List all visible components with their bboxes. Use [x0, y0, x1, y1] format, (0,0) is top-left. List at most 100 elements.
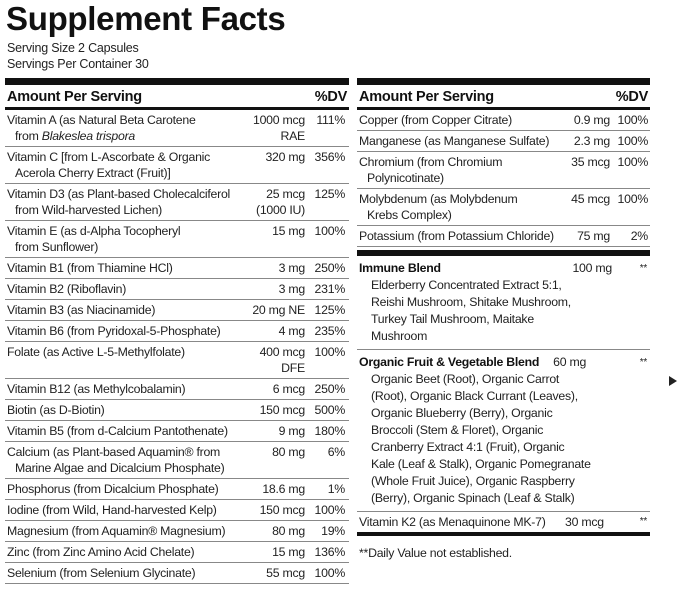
amount-line: 80 mg: [272, 524, 305, 538]
name-line: Vitamin B2 (Riboflavin): [7, 282, 127, 296]
nutrient-row: Vitamin D3 (as Plant-based Cholecalcifer…: [5, 184, 349, 221]
blend: Organic Fruit & Vegetable Blend 60 mg ** Or…: [357, 350, 650, 512]
nutrient-row: Vitamin C [from L-Ascorbate & Organic Ace…: [5, 147, 349, 184]
name-line: Vitamin B6 (from Pyridoxal-5-Phosphate): [7, 324, 221, 338]
right-column: Amount Per Serving %DV Copper (from Copper…: [357, 78, 650, 570]
nutrient-name: Copper (from Copper Citrate): [357, 112, 545, 128]
nutrient-name: Molybdenum (as Molybdenum Krebs Complex): [357, 191, 545, 223]
amount-line: RAE: [280, 129, 305, 143]
daily-value: 125%: [314, 187, 346, 201]
amount: 45 mcg: [545, 191, 610, 223]
name-line: Zinc (from Zinc Amino Acid Chelate): [7, 545, 195, 559]
daily-value: 2%: [630, 229, 649, 243]
nutrient-name: Vitamin B12 (as Methylcobalamin): [5, 381, 235, 397]
name-line: Manganese (as Manganese Sulfate): [359, 134, 550, 148]
name-line: Vitamin B12 (as Methylcobalamin): [7, 382, 186, 396]
blend-name: Organic Fruit & Vegetable Blend: [359, 355, 540, 369]
name-line: from Sunflower): [15, 240, 99, 254]
name-line: Chromium (from Chromium: [359, 155, 503, 169]
amount-line: 9 mg: [278, 424, 306, 438]
nutrient-row: Vitamin B6 (from Pyridoxal-5-Phosphate) 4…: [5, 321, 349, 342]
daily-value: 6%: [327, 445, 346, 459]
amount: 150 mcg: [235, 402, 306, 418]
daily-value: 100%: [314, 566, 346, 580]
blend-name: Immune Blend: [359, 261, 441, 275]
nutrient-name: Vitamin K2 (as Menaquinone MK-7): [359, 515, 546, 529]
amount: 15 mg: [235, 223, 305, 255]
nutrient-row: Folate (as Active L-5-Methylfolate) 400 m…: [5, 342, 349, 379]
header-dv: %DV: [314, 89, 348, 105]
amount: 80 mg: [235, 444, 305, 476]
amount: 18.6 mg: [235, 481, 305, 497]
arrow: [669, 376, 677, 386]
ingredient-line: (Whole Fruit Juice), Organic Raspberry: [371, 474, 575, 488]
amount-line: 55 mcg: [266, 566, 305, 580]
ingredient-line: Turkey Tail Mushroom, Maitake: [371, 312, 534, 326]
amount-line: 35 mcg: [571, 155, 610, 169]
amount-line: 150 mcg: [259, 403, 306, 417]
header-dv: %DV: [615, 89, 649, 105]
amount: 6 mcg: [235, 381, 306, 397]
nutrient-row: Vitamin B12 (as Methylcobalamin) 6 mcg 250…: [5, 379, 349, 400]
nutrient-name: Magnesium (from Aquamin® Magnesium): [5, 523, 235, 539]
amount-line: 150 mcg: [259, 503, 306, 517]
daily-value: 250%: [314, 261, 346, 275]
header-bar: [5, 78, 349, 85]
name-line: Vitamin E (as d-Alpha Tocopheryl: [7, 224, 181, 238]
ingredient-line: Organic Beet (Root), Organic Carrot: [371, 372, 560, 386]
footnote: **Daily Value not established.: [359, 546, 512, 560]
daily-value: 19%: [321, 524, 345, 538]
nutrient-row: Vitamin B2 (Riboflavin) 3 mg 231%: [5, 279, 349, 300]
blend-ingredients: Organic Beet (Root), Organic Carrot (Root…: [359, 371, 650, 507]
nutrient-name: Phosphorus (from Dicalcium Phosphate): [5, 481, 235, 497]
daily-value: 356%: [314, 150, 346, 164]
name-line: Potassium (from Potassium Chloride): [359, 229, 554, 243]
daily-value: 100%: [617, 192, 649, 206]
amount: 2.3 mg: [545, 133, 610, 149]
daily-value: 500%: [314, 403, 346, 417]
name-italic: Blakeslea trispora: [41, 129, 136, 143]
name-line: Biotin (as D-Biotin): [7, 403, 105, 417]
amount-line: 15 mg: [272, 224, 305, 238]
name-line: Iodine (from Wild, Hand-harvested Kelp): [7, 503, 217, 517]
daily-value: 100%: [314, 503, 346, 517]
amount: 320 mg: [235, 149, 305, 181]
amount: 75 mg: [545, 228, 610, 244]
daily-value: 235%: [314, 324, 346, 338]
name-line: Vitamin C [from L-Ascorbate & Organic: [7, 150, 211, 164]
nutrient-name: Potassium (from Potassium Chloride): [357, 228, 554, 244]
daily-value: 1%: [327, 482, 346, 496]
nutrient-name: Folate (as Active L-5-Methylfolate): [5, 344, 235, 376]
daily-value: 180%: [314, 424, 346, 438]
name-line: Phosphorus (from Dicalcium Phosphate): [7, 482, 219, 496]
amount-line: 3 mg: [278, 282, 306, 296]
nutrient-name: Chromium (from Chromium Polynicotinate): [357, 154, 545, 186]
name-line: Copper (from Copper Citrate): [359, 113, 512, 127]
amount: 3 mg: [235, 281, 306, 297]
amount: 150 mcg: [235, 502, 306, 518]
amount-line: 320 mg: [265, 150, 305, 164]
daily-value: 111%: [316, 113, 345, 127]
nutrient-row: Molybdenum (as Molybdenum Krebs Complex) 4…: [357, 189, 650, 226]
amount: 0.9 mg: [545, 112, 610, 128]
title: Supplement Facts: [6, 0, 286, 37]
nutrient-name: Vitamin B2 (Riboflavin): [5, 281, 235, 297]
name-line: Calcium (as Plant-based Aquamin® from: [7, 445, 221, 459]
nutrient-row: Magnesium (from Aquamin® Magnesium) 80 mg…: [5, 521, 349, 542]
daily-value: 231%: [314, 282, 346, 296]
nutrient-row: Phosphorus (from Dicalcium Phosphate) 18.…: [5, 479, 349, 500]
ingredient-line: Broccoli (Stem & Floret), Organic: [371, 423, 544, 437]
amount: 25 mcg (1000 IU): [235, 186, 305, 218]
nutrient-row: Chromium (from Chromium Polynicotinate) 35…: [357, 152, 650, 189]
name-line: Selenium (from Selenium Glycinate): [7, 566, 196, 580]
header-label: Amount Per Serving: [359, 89, 494, 105]
nutrient-row: Iodine (from Wild, Hand-harvested Kelp) 1…: [5, 500, 349, 521]
nutrient-name: Calcium (as Plant-based Aquamin® from Mar…: [5, 444, 235, 476]
amount-line: 4 mg: [278, 324, 306, 338]
amount-line: 1000 mcg: [252, 113, 305, 127]
ingredient-line: (Berry), Organic Spinach (Leaf & Stalk): [371, 491, 575, 505]
header: Amount Per Serving %DV: [357, 85, 650, 110]
nutrient-name: Vitamin B3 (as Niacinamide): [5, 302, 235, 318]
name-line: Polynicotinate): [367, 171, 444, 185]
amount-line: DFE: [281, 361, 305, 375]
